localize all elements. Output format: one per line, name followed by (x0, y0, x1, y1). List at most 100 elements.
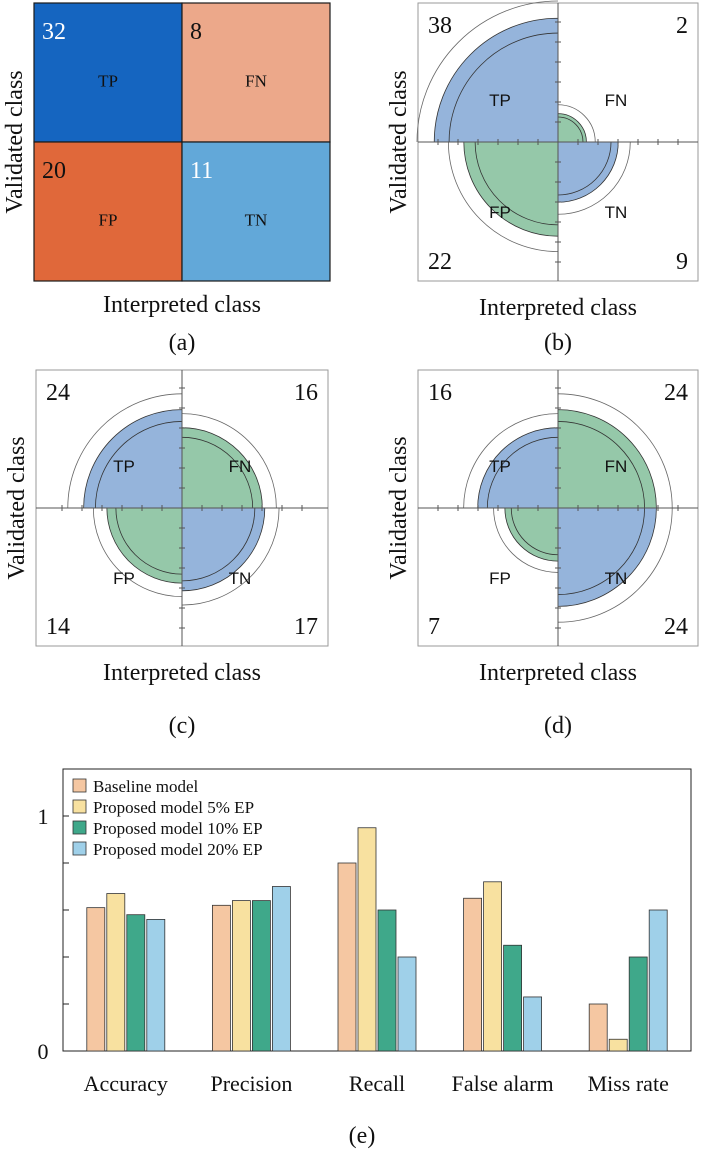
x-tick-label: Recall (349, 1071, 405, 1096)
ring-tn-outer (557, 141, 631, 215)
corner-fn-value: 24 (664, 380, 688, 406)
petal-tn-label: TN (229, 569, 252, 588)
ring-fp-inner (474, 141, 559, 226)
panel-a-xlabel: Interpreted class (103, 292, 261, 318)
ring-tp-outer (463, 413, 559, 509)
panel-b-ylabel: Validated class (386, 70, 412, 213)
ring-fn-inner (557, 421, 645, 509)
legend-label: Proposed model 5% EP (93, 798, 254, 817)
panel-a-caption: (a) (169, 330, 196, 356)
corner-fp-value: 7 (428, 614, 440, 640)
bar-miss-rate-series-3 (628, 956, 648, 1052)
cell-tp-label: TP (98, 72, 118, 91)
legend-swatch (72, 799, 87, 814)
ring-tn-inner (181, 507, 256, 582)
petal-fp (504, 507, 559, 562)
ring-tn-outer (557, 507, 673, 623)
corner-tp-value: 38 (428, 13, 452, 39)
petal-fp-label: FP (489, 203, 511, 222)
bar-precision-series-2 (231, 900, 251, 1052)
cell-fp-value: 20 (42, 158, 66, 184)
legend-swatch (72, 820, 87, 835)
cell-tn-value: 11 (190, 158, 213, 184)
x-tick-label: Miss rate (588, 1071, 669, 1096)
x-tick-label: Precision (210, 1071, 292, 1096)
petal-tn (557, 507, 657, 607)
y-tick-label: 1 (38, 804, 49, 829)
bar-accuracy-series-1 (86, 907, 106, 1052)
bar-recall-series-2 (357, 827, 377, 1052)
panel-d-caption: (d) (544, 713, 572, 739)
bar-false-alarm-series-1 (463, 897, 483, 1052)
bar-recall-series-3 (377, 909, 397, 1052)
panel-c-caption: (c) (169, 713, 196, 739)
ring-fn-inner (181, 436, 254, 509)
ring-fp-inner (115, 507, 183, 575)
bar-accuracy-series-4 (146, 919, 166, 1052)
petal-fn-label: FN (605, 457, 628, 476)
ring-fp-outer (447, 141, 559, 253)
panel-e-bar-chart: 0 1 Accuracy Precision Recall False alarm Miss… (38, 768, 692, 1149)
ring-fn-outer (181, 413, 277, 509)
petal-fp-label: FP (113, 569, 135, 588)
petal-tp-label: TP (489, 91, 511, 110)
panel-c-fourfold-plot: TP FN FP TN 24 16 14 17 Interpreted class Validat… (4, 369, 329, 739)
ring-tp-outer (416, 0, 559, 143)
ring-tp-outer (67, 393, 183, 509)
petal-tn-label: TN (605, 203, 628, 222)
panel-d-fourfold-plot: TP FN FP TN 16 24 7 24 Interpreted class Validate… (386, 369, 699, 739)
bar-miss-rate-series-2 (608, 1038, 628, 1052)
panel-a-ylabel: Validated class (2, 70, 28, 213)
petal-tp-label: TP (113, 457, 135, 476)
corner-tn-value: 24 (664, 614, 688, 640)
bar-accuracy-series-3 (126, 914, 146, 1052)
petal-fp-label: FP (489, 569, 511, 588)
cell-fp-label: FP (99, 211, 118, 230)
bar-precision-series-4 (271, 886, 291, 1052)
petal-tp (477, 427, 559, 509)
ring-fn-outer (557, 104, 596, 143)
panel-b-caption: (b) (544, 330, 572, 356)
petal-fn (181, 427, 263, 509)
petal-tn (181, 507, 266, 592)
ring-tn-outer (181, 507, 280, 606)
petal-fn (557, 409, 657, 509)
cell-tp-value: 32 (42, 19, 66, 45)
ring-tn-inner (557, 141, 612, 196)
panel-c-ylabel: Validated class (4, 436, 30, 579)
corner-fn-value: 16 (294, 380, 318, 406)
y-tick-label: 0 (38, 1039, 49, 1064)
bar-false-alarm-series-2 (483, 881, 503, 1052)
bar-miss-rate-series-1 (588, 1003, 608, 1052)
petal-tp-label: TP (489, 457, 511, 476)
x-tick-label: False alarm (452, 1071, 554, 1096)
bar-accuracy-series-2 (106, 893, 126, 1052)
cell-fn-label: FN (245, 72, 267, 91)
ring-tp-inner (486, 436, 559, 509)
cell-fn (181, 2, 331, 143)
petal-tn (557, 141, 619, 203)
ring-tp-inner (95, 421, 183, 509)
bar-recall-series-1 (337, 862, 357, 1052)
ring-fn-outer (557, 393, 673, 509)
panel-c-xlabel: Interpreted class (103, 660, 261, 686)
petal-tp (83, 409, 183, 509)
cell-tp (33, 2, 183, 143)
petal-fp (463, 141, 559, 237)
ring-fp-inner (510, 507, 559, 556)
legend-swatch (72, 841, 87, 856)
ring-fp-outer (493, 507, 559, 573)
corner-tp-value: 16 (428, 380, 452, 406)
bar-miss-rate-series-4 (648, 909, 668, 1052)
corner-fp-value: 14 (46, 614, 70, 640)
bar-recall-series-4 (397, 956, 417, 1052)
bar-false-alarm-series-4 (523, 996, 542, 1052)
ring-tp-inner (448, 32, 559, 143)
corner-tn-value: 17 (294, 614, 318, 640)
legend-swatch (72, 778, 87, 793)
bar-precision-series-1 (211, 904, 231, 1052)
ring-tn-inner (557, 507, 645, 595)
panel-e-caption: (e) (349, 1123, 376, 1149)
corner-fp-value: 22 (428, 249, 452, 275)
